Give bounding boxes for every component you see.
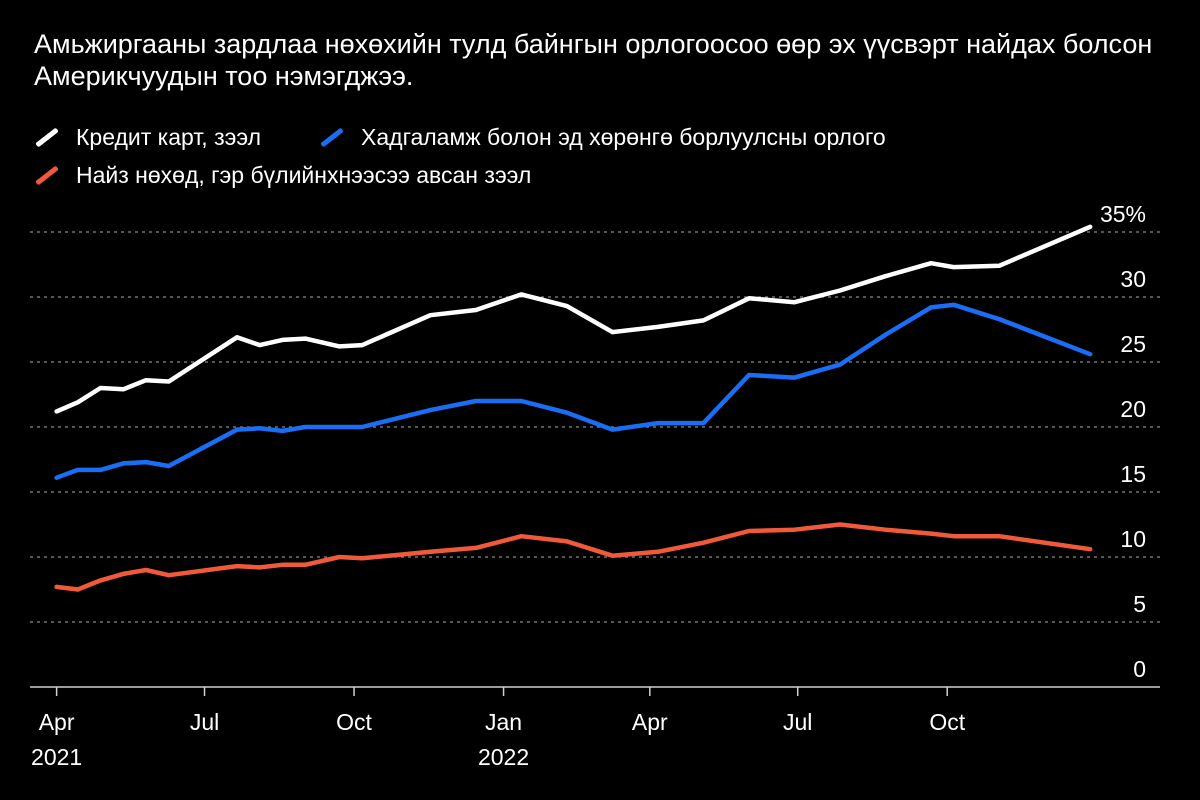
- legend-item-savings: Хадгаламж болон эд хөрөнгө борлуулсны ор…: [313, 124, 886, 151]
- y-tick-label: 35%: [1100, 201, 1146, 227]
- gridlines: [30, 231, 1160, 623]
- x-tick-label: Oct: [929, 709, 965, 735]
- y-tick-label: 10: [1120, 526, 1146, 552]
- legend-row-2: Найз нөхөд, гэр бүлийнхнээсээ авсан зээл: [28, 156, 1178, 194]
- x-tick-label: Jul: [190, 709, 219, 735]
- credit-card-loan-line: [54, 224, 1093, 414]
- legend-item-credit: Кредит карт, зээл: [28, 124, 261, 151]
- x-tick-label: Oct: [336, 709, 372, 735]
- x-tick-year-label: 2022: [478, 744, 529, 770]
- legend-label-savings: Хадгаламж болон эд хөрөнгө борлуулсны ор…: [361, 123, 886, 150]
- friends-family-loan-line: [54, 522, 1093, 592]
- legend-item-family: Найз нөхөд, гэр бүлийнхнээсээ авсан зээл: [28, 162, 531, 189]
- legend-row-1: Кредит карт, зээл Хадгаламж болон эд хөр…: [28, 118, 1178, 156]
- series-lines: [54, 224, 1093, 592]
- y-tick-label: 5: [1133, 591, 1146, 617]
- tick-labels: 0 5 10 15 20 25 30 35% Apr 2021 Jul Oct Jan 2022 Apr Ju…: [31, 201, 1146, 770]
- chart-legend: Кредит карт, зээл Хадгаламж болон эд хөр…: [28, 118, 1178, 194]
- x-tick-label: Jul: [783, 709, 812, 735]
- x-tick-year-label: 2021: [31, 744, 82, 770]
- y-tick-label: 15: [1120, 461, 1146, 487]
- legend-label-family: Найз нөхөд, гэр бүлийнхнээсээ авсан зээл: [76, 161, 532, 188]
- y-tick-label: 25: [1120, 331, 1146, 357]
- y-tick-label: 30: [1120, 266, 1146, 292]
- savings-asset-sales-line: [54, 302, 1093, 480]
- x-axis: [30, 686, 1160, 696]
- x-tick-label: Jan: [485, 709, 522, 735]
- chart-subtitle: Амьжиргааны зардлаа нөхөхийн тулд байнгы…: [34, 29, 1153, 91]
- x-tick-label: Apr: [39, 709, 75, 735]
- y-tick-label: 20: [1120, 396, 1146, 422]
- legend-label-credit: Кредит карт, зээл: [76, 123, 262, 150]
- x-tick-label: Apr: [632, 709, 668, 735]
- y-tick-label: 0: [1133, 656, 1146, 682]
